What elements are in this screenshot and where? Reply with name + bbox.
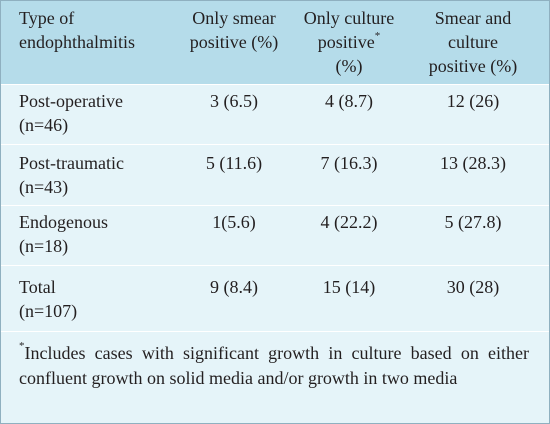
row-n: (n=107)	[19, 301, 78, 321]
header-rule	[1, 84, 549, 85]
header-culture-line1: Only culture	[303, 8, 395, 28]
header-type-line2: endophthalmitis	[19, 32, 135, 52]
row-smear-value: 3 (6.5)	[210, 91, 258, 111]
footnote-asterisk: *	[19, 340, 25, 352]
header-culture-line3: (%)	[335, 56, 363, 76]
footnote-text: Includes cases with significant growth i…	[19, 343, 529, 388]
row-type: Endogenous	[19, 212, 108, 232]
row-type: Total	[19, 277, 56, 297]
table-footnote: *Includes cases with significant growth …	[19, 341, 529, 391]
row-culture-value: 7 (16.3)	[320, 153, 378, 173]
header-culture-line2-text: positive	[317, 32, 375, 52]
row-both-value: 30 (28)	[446, 277, 500, 297]
row-both-value: 12 (26)	[446, 91, 500, 111]
row-both-value: 5 (27.8)	[444, 212, 502, 232]
row-n: (n=46)	[19, 115, 69, 135]
row-rule-2	[1, 205, 549, 206]
header-both-line3: positive (%)	[428, 56, 518, 76]
row-culture-value: 4 (8.7)	[325, 91, 373, 111]
row-rule-1	[1, 144, 549, 145]
header-smear-line2: positive (%)	[189, 32, 279, 52]
row-n: (n=18)	[19, 236, 69, 256]
header-type-line1: Type of	[19, 8, 75, 28]
header-smear-line1: Only smear	[192, 8, 276, 28]
footnote-rule	[1, 331, 549, 332]
row-culture-value: 15 (14)	[322, 277, 376, 297]
header-both-line2: culture	[448, 32, 498, 52]
row-type: Post-traumatic	[19, 153, 124, 173]
header-culture-asterisk: *	[374, 30, 381, 42]
row-type: Post-operative	[19, 91, 123, 111]
row-n: (n=43)	[19, 177, 69, 197]
row-both-value: 13 (28.3)	[440, 153, 506, 173]
row-culture-value: 4 (22.2)	[320, 212, 378, 232]
header-culture-line2: positive*	[292, 30, 406, 54]
header-both-line1: Smear and	[434, 8, 512, 28]
table-header-band	[1, 1, 549, 84]
row-smear-value: 9 (8.4)	[210, 277, 258, 297]
row-smear-value: 5 (11.6)	[205, 153, 263, 173]
row-rule-3	[1, 265, 549, 266]
row-smear-value: 1(5.6)	[212, 212, 256, 232]
